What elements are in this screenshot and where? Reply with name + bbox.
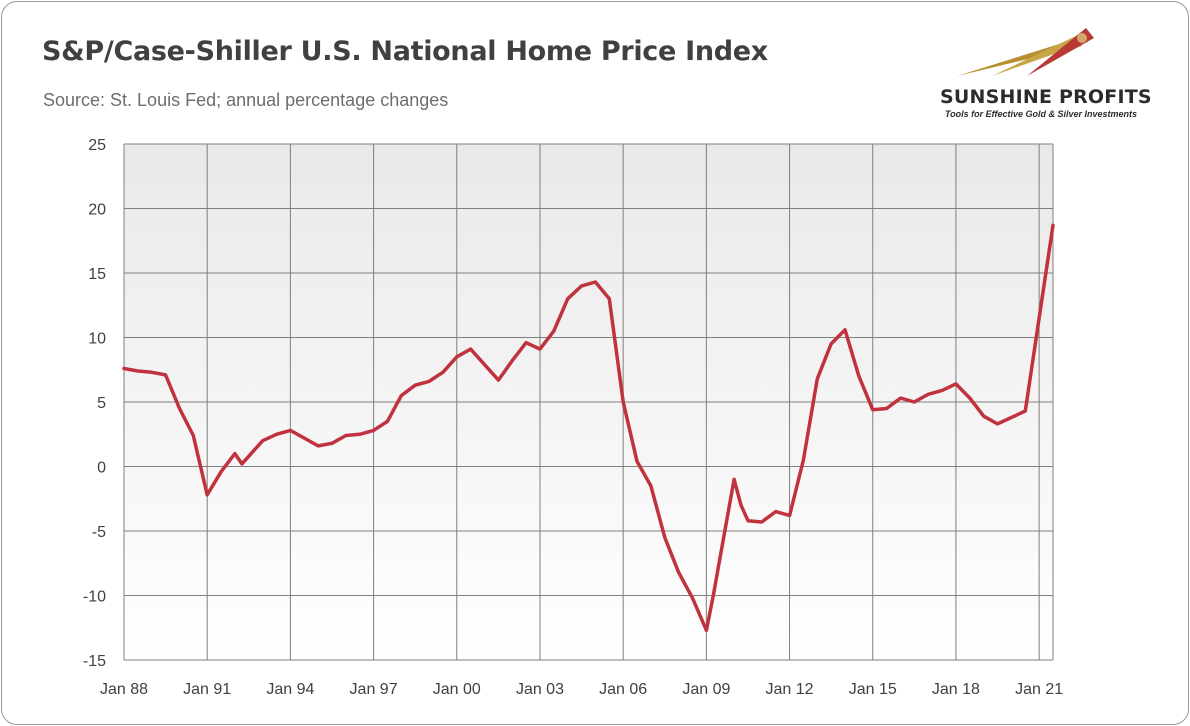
logo-swoosh-icon [957,28,1094,76]
logo-tagline: Tools for Effective Gold & Silver Invest… [945,109,1138,119]
sunshine-profits-logo: SUNSHINE PROFITS Tools for Effective Gol… [932,20,1172,130]
chart-subtitle: Source: St. Louis Fed; annual percentage… [43,90,449,110]
x-axis-ticks: Jan 88 Jan 91 Jan 94 Jan 97 Jan 00 Jan 03 Jan … [100,681,1063,698]
x-tick-label: Jan 18 [932,681,980,698]
series-line [122,223,1055,633]
x-tick-label: Jan 00 [433,681,481,698]
x-tick-label: Jan 12 [766,681,814,698]
y-tick-label: 15 [88,266,106,283]
y-tick-label: -15 [83,653,106,670]
y-tick-label: 25 [88,137,106,154]
x-tick-label: Jan 88 [100,681,148,698]
x-tick-label: Jan 09 [682,681,730,698]
y-tick-label: 5 [97,395,106,412]
x-tick-label: Jan 97 [350,681,398,698]
y-tick-label: 10 [88,331,106,348]
y-tick-label: 0 [97,460,106,477]
y-axis-ticks: 25 20 15 10 5 0 -5 -10 -15 [83,137,106,670]
y-tick-label: -5 [92,524,106,541]
y-tick-label: -10 [83,589,106,606]
y-tick-label: 20 [88,202,106,219]
x-tick-label: Jan 91 [183,681,231,698]
grid-lines [123,143,1054,661]
x-tick-label: Jan 06 [599,681,647,698]
logo-name: SUNSHINE PROFITS [940,86,1152,108]
x-tick-label: Jan 03 [516,681,564,698]
chart-title: S&P/Case-Shiller U.S. National Home Pric… [42,36,768,67]
x-tick-label: Jan 21 [1015,681,1063,698]
x-tick-label: Jan 94 [266,681,314,698]
x-tick-label: Jan 15 [849,681,897,698]
